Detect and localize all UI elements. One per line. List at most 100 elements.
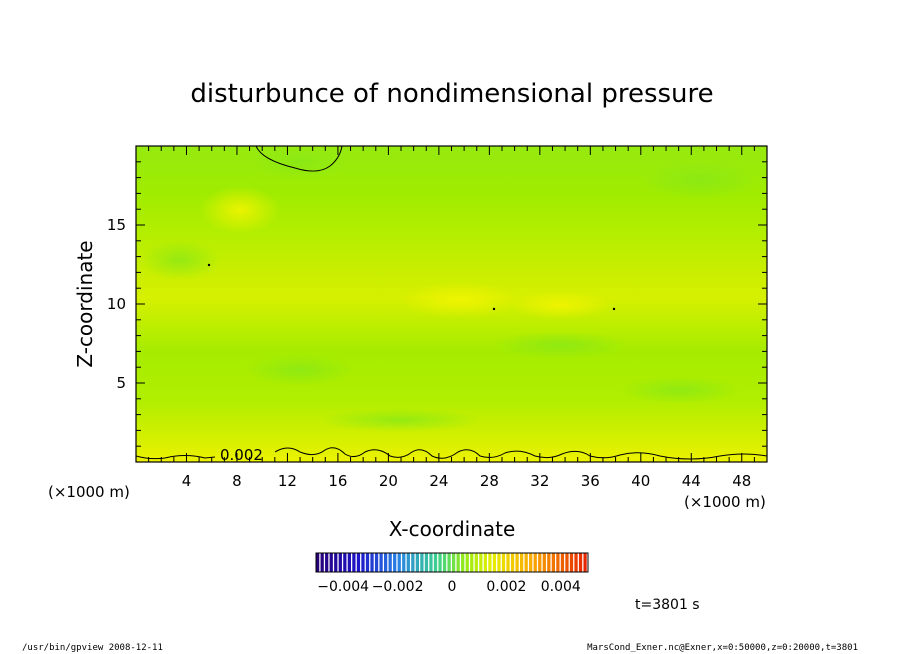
x-tick-label: 36 — [581, 472, 600, 490]
heatmap-blob — [400, 282, 520, 318]
colorbar-cell — [438, 553, 442, 572]
heatmap-blob — [490, 331, 630, 359]
x-tick-label: 8 — [232, 472, 242, 490]
x-tick-label: 40 — [631, 472, 650, 490]
colorbar-cell — [447, 553, 451, 572]
colorbar-cell — [442, 553, 447, 572]
colorbar-tick-label: 0.002 — [486, 579, 526, 595]
contour-label: 0.002 — [220, 446, 263, 464]
colorbar-cell — [424, 553, 429, 572]
colorbar-cell — [479, 553, 483, 572]
heatmap-blob — [620, 376, 740, 404]
colorbar-cell — [452, 553, 456, 572]
colorbar-cell — [461, 553, 465, 572]
colorbar-cell — [529, 553, 533, 572]
colorbar-tick-label: 0 — [448, 579, 457, 595]
colorbar-cell — [393, 553, 397, 572]
colorbar-cell — [338, 553, 342, 572]
footer-right: MarsCond_Exner.nc@Exner,x=0:50000,z=0:20… — [587, 643, 858, 653]
colorbar-cell — [320, 553, 324, 572]
colorbar-cell — [569, 553, 574, 572]
contour-line — [255, 146, 343, 172]
contour-line — [136, 447, 767, 460]
colorbar-cell — [533, 553, 537, 572]
colorbar-cell — [334, 553, 338, 572]
heatmap-blob — [140, 240, 220, 280]
colorbar-cell — [515, 553, 519, 572]
colorbar-cell — [574, 553, 578, 572]
colorbar-cell — [556, 553, 560, 572]
colorbar-tick-label: −0.004 — [317, 579, 369, 595]
colorbar-cell — [374, 553, 379, 572]
colorbar-cell — [370, 553, 374, 572]
colorbar-cell — [510, 553, 515, 572]
colorbar-cell — [565, 553, 569, 572]
colorbar-cell — [397, 553, 401, 572]
colorbar-cell — [492, 553, 497, 572]
colorbar-cell — [578, 553, 583, 572]
colorbar-cell — [361, 553, 365, 572]
colorbar-cell — [547, 553, 551, 572]
colorbar-cell — [411, 553, 415, 572]
y-tick-label: 10 — [107, 295, 126, 313]
colorbar-cell — [379, 553, 383, 572]
y-axis: 5 10 15 — [107, 161, 767, 447]
colorbar-cell — [497, 553, 501, 572]
colorbar-frame — [315, 552, 589, 573]
colorbar-cell — [506, 553, 510, 572]
time-label: t=3801 s — [635, 597, 700, 613]
colorbar — [316, 553, 587, 572]
y-tick-label: 5 — [116, 374, 126, 392]
heatmap-blob — [252, 146, 348, 180]
colorbar-cell — [429, 553, 433, 572]
contour-dot — [612, 307, 616, 311]
colorbar-cell — [474, 553, 478, 572]
colorbar-cell — [560, 553, 565, 572]
colorbar-cell — [356, 553, 361, 572]
x-tick-label: 28 — [480, 472, 499, 490]
y-axis-label: Z-coordinate — [73, 240, 97, 367]
colorbar-cell — [352, 553, 356, 572]
heatmap-blob — [510, 291, 610, 319]
colorbar-cell — [433, 553, 438, 572]
colorbar-cell — [365, 553, 370, 572]
x-tick-label: 48 — [732, 472, 751, 490]
heatmap-blob — [320, 408, 480, 432]
x-tick-label: 4 — [182, 472, 192, 490]
heatmap-field — [136, 146, 767, 462]
colorbar-cell — [538, 553, 542, 572]
colorbar-cell — [347, 553, 351, 572]
x-axis-unit: (×1000 m) — [684, 493, 766, 511]
colorbar-cell — [483, 553, 487, 572]
colorbar-cell — [551, 553, 555, 572]
heatmap-blob — [640, 160, 760, 200]
y-axis-unit: (×1000 m) — [48, 483, 130, 501]
colorbar-cell — [520, 553, 524, 572]
colorbar-cell — [343, 553, 347, 572]
x-tick-label: 32 — [530, 472, 549, 490]
colorbar-cell — [402, 553, 406, 572]
colorbar-cell — [524, 553, 528, 572]
colorbar-cell — [329, 553, 333, 572]
colorbar-cell — [542, 553, 546, 572]
heatmap-blob — [245, 354, 355, 386]
x-tick-label: 44 — [682, 472, 701, 490]
x-axis: 4 8 12 16 20 24 28 32 36 40 44 48 — [148, 146, 755, 490]
colorbar-tick-label: −0.002 — [372, 579, 424, 595]
colorbar-cell — [470, 553, 474, 572]
x-tick-label: 16 — [328, 472, 347, 490]
colorbar-cell — [501, 553, 506, 572]
colorbar-cell — [415, 553, 419, 572]
colorbar-cell — [583, 553, 587, 572]
colorbar-cell — [420, 553, 424, 572]
colorbar-ticks: −0.004 −0.002 0 0.002 0.004 — [317, 579, 581, 595]
x-tick-label: 12 — [278, 472, 297, 490]
colorbar-cell — [465, 553, 469, 572]
chart-title: disturbunce of nondimensional pressure — [190, 79, 713, 109]
colorbar-cell — [384, 553, 388, 572]
colorbar-cell — [488, 553, 492, 572]
x-tick-label: 24 — [429, 472, 448, 490]
colorbar-tick-label: 0.004 — [541, 579, 581, 595]
colorbar-cell — [406, 553, 410, 572]
